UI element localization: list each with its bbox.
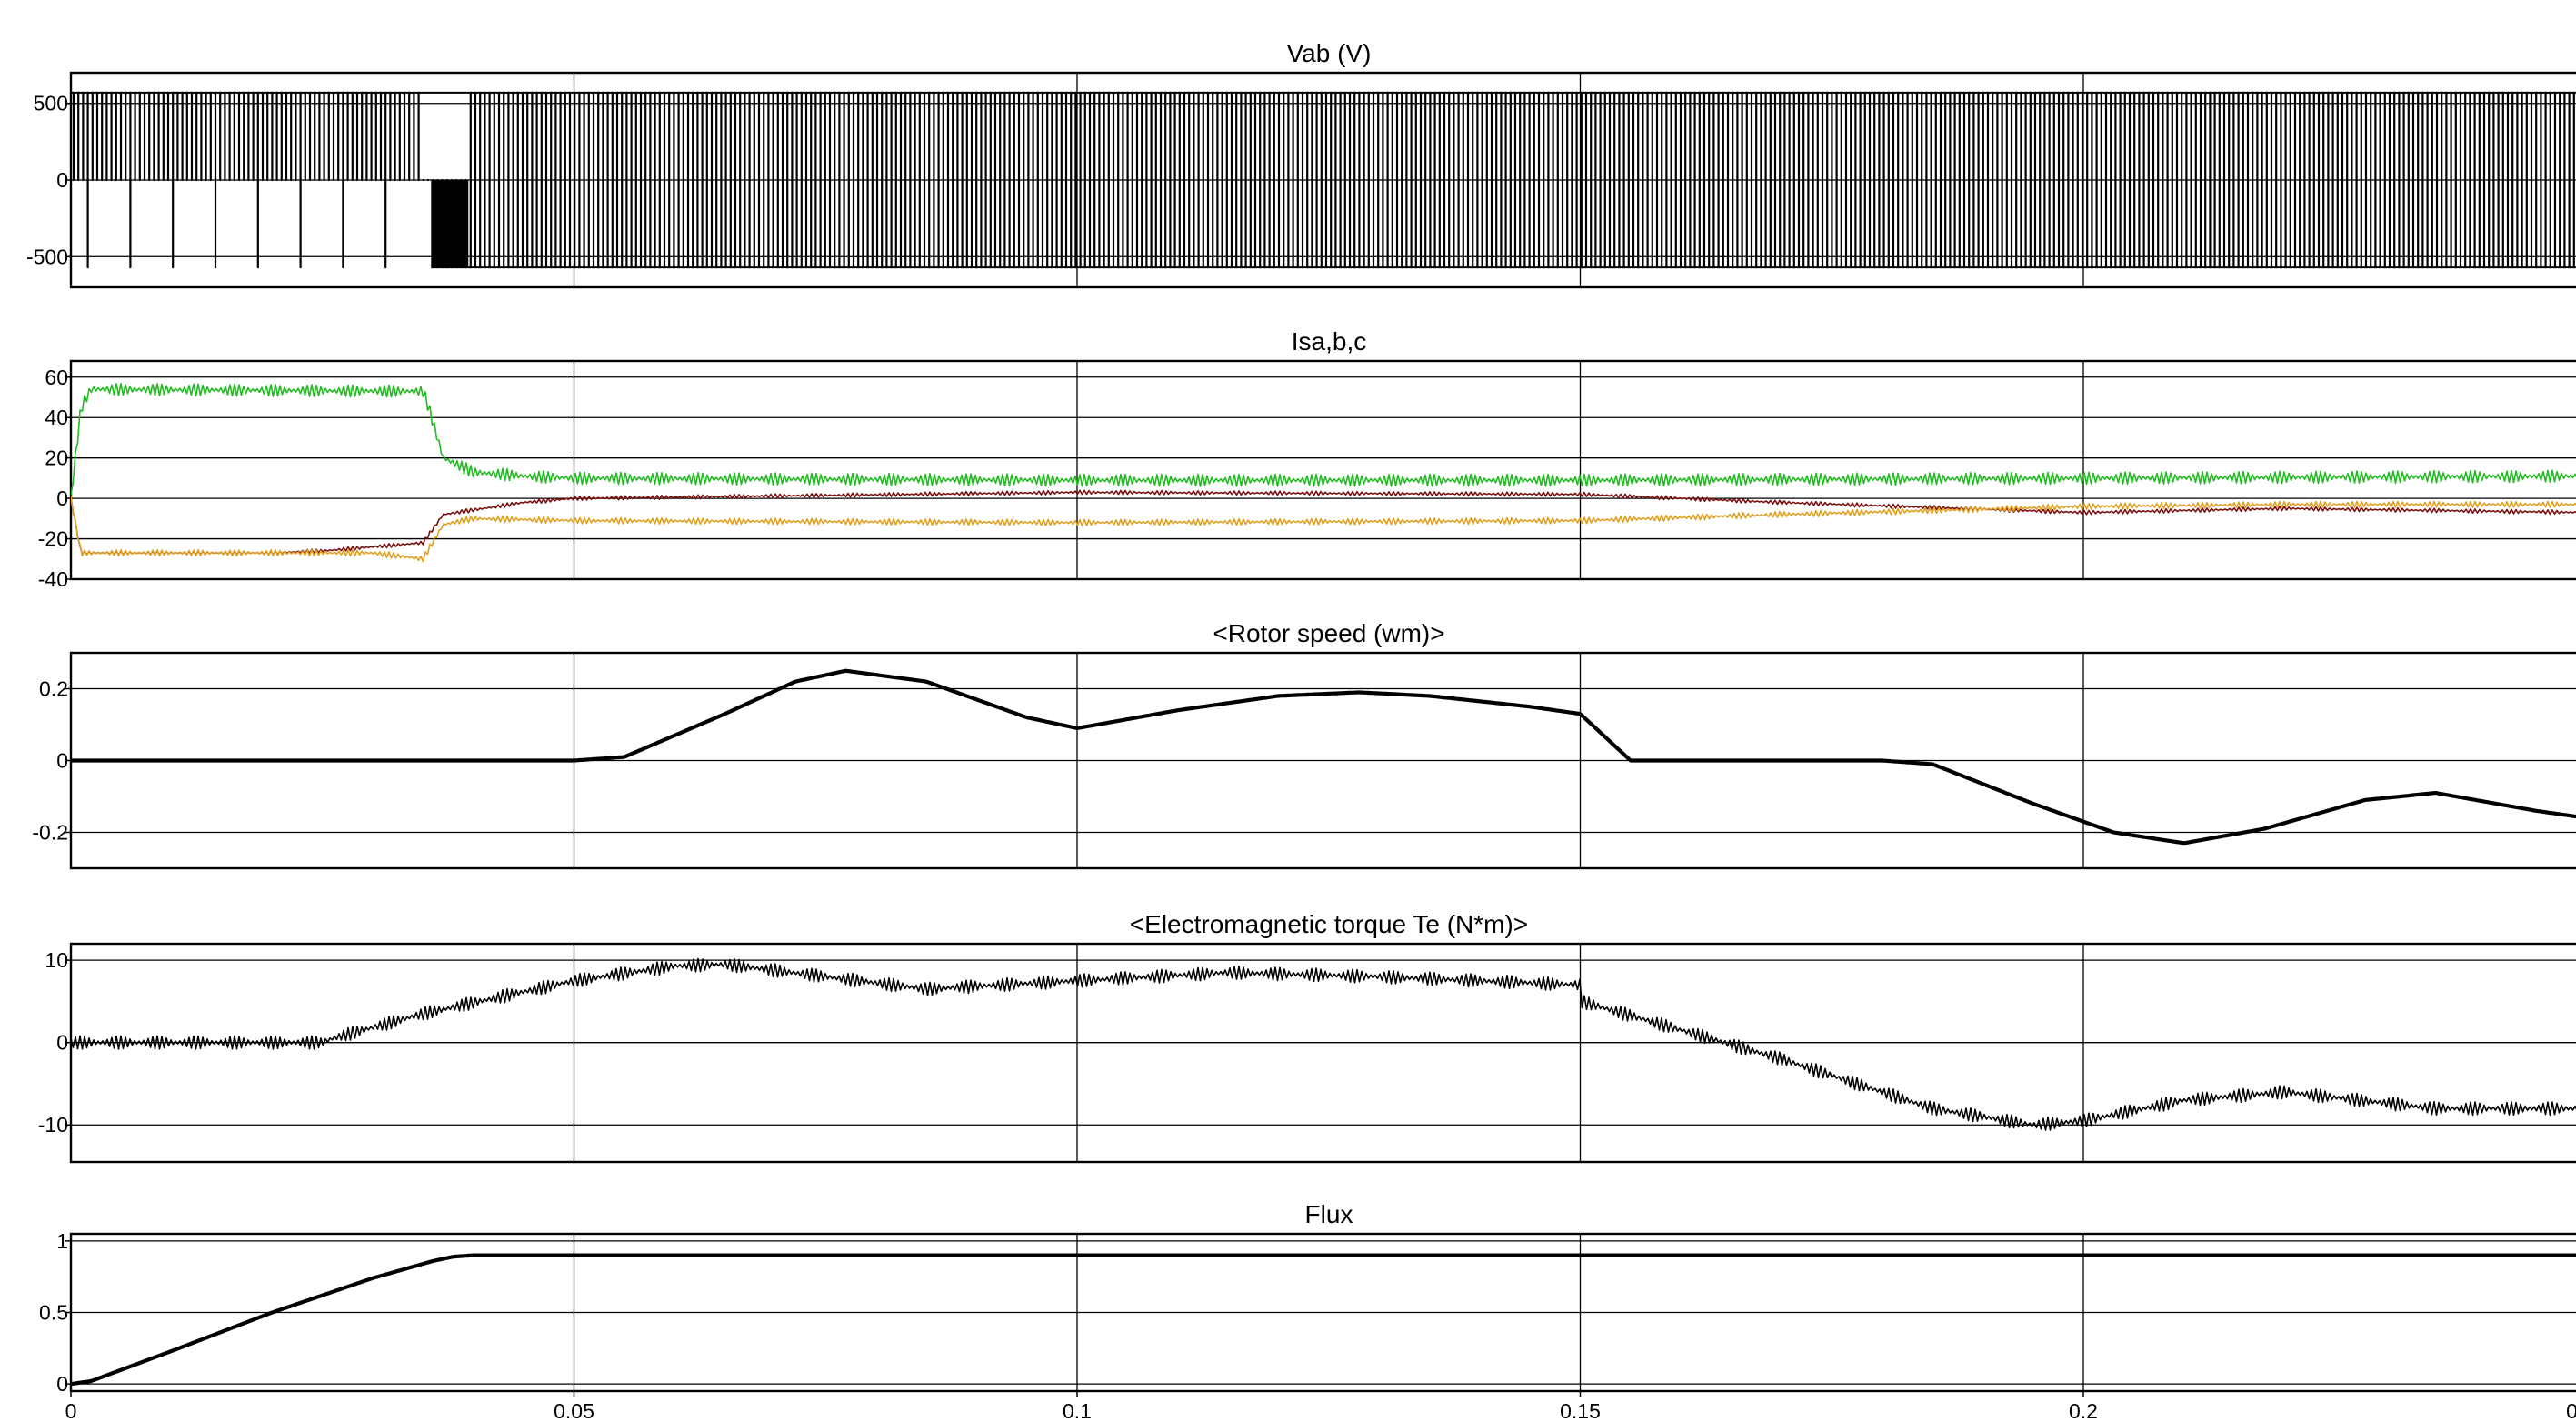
y-tick-label: 0 <box>56 168 68 192</box>
subplot-title: Isa,b,c <box>1292 327 1366 356</box>
y-tick-label: 0.2 <box>39 677 68 701</box>
subplot-title: Vab (V) <box>1287 39 1372 67</box>
series-line-vab <box>72 91 2575 269</box>
subplot-1: Vab (V) 500 0 -500 <box>26 39 2576 289</box>
y-tick-label: 10 <box>45 948 68 972</box>
y-tick-label: -40 <box>38 567 68 591</box>
y-tick-label: 40 <box>45 406 68 429</box>
series-line-1 <box>71 383 2576 496</box>
series-line-3 <box>71 496 2576 563</box>
plot-frame <box>69 359 2576 581</box>
y-tick-label: 0.5 <box>39 1301 68 1325</box>
y-tick-label: -10 <box>38 1113 68 1137</box>
x-tick-label: 0 <box>65 1399 77 1422</box>
x-tick-label: 0.05 <box>554 1399 594 1422</box>
y-tick-label: 500 <box>34 92 68 115</box>
subplot-title: <Electromagnetic torque Te (N*m)> <box>1130 910 1528 938</box>
y-tick-label: 0 <box>56 1031 68 1055</box>
subplot-5: Flux 1 0.5 0 0 0.05 0.1 0.15 0.2 0.25 <box>39 1200 2576 1422</box>
traces <box>71 1253 2576 1387</box>
x-tick-label: 0.1 <box>1063 1399 1092 1422</box>
y-tick-label: 20 <box>45 446 68 470</box>
subplot-title: Flux <box>1305 1200 1353 1228</box>
subplot-title: <Rotor speed (wm)> <box>1213 619 1444 647</box>
y-tick-label: -0.2 <box>32 821 68 845</box>
y-tick-label: 0 <box>56 1372 68 1396</box>
series-line-2 <box>71 489 2576 556</box>
traces <box>71 383 2576 563</box>
traces <box>71 91 2576 269</box>
x-tick-label: 0.2 <box>2069 1399 2098 1422</box>
y-tick-label: 0 <box>56 486 68 510</box>
y-tick-label: -20 <box>38 527 68 551</box>
y-tick-label: 60 <box>45 366 68 389</box>
subplot-3: <Rotor speed (wm)> 0.2 0 -0.2 <box>32 619 2576 870</box>
subplot-4: <Electromagnetic torque Te (N*m)> 10 0 -10 <box>38 910 2576 1164</box>
x-tick-label: 0.25 <box>2566 1399 2576 1422</box>
y-tick-label: 0 <box>56 749 68 773</box>
y-tick-label: 1 <box>56 1229 68 1253</box>
x-tick-label: 0.15 <box>1560 1399 1601 1422</box>
traces <box>71 957 2576 1131</box>
traces <box>71 668 2576 846</box>
y-tick-label: -500 <box>26 245 68 268</box>
series-line-1 <box>71 957 2576 1131</box>
series-line-1 <box>71 1253 2576 1387</box>
series-line-1 <box>71 668 2576 846</box>
subplot-2: Isa,b,c 60 40 20 0 -20 -40 <box>38 327 2576 591</box>
